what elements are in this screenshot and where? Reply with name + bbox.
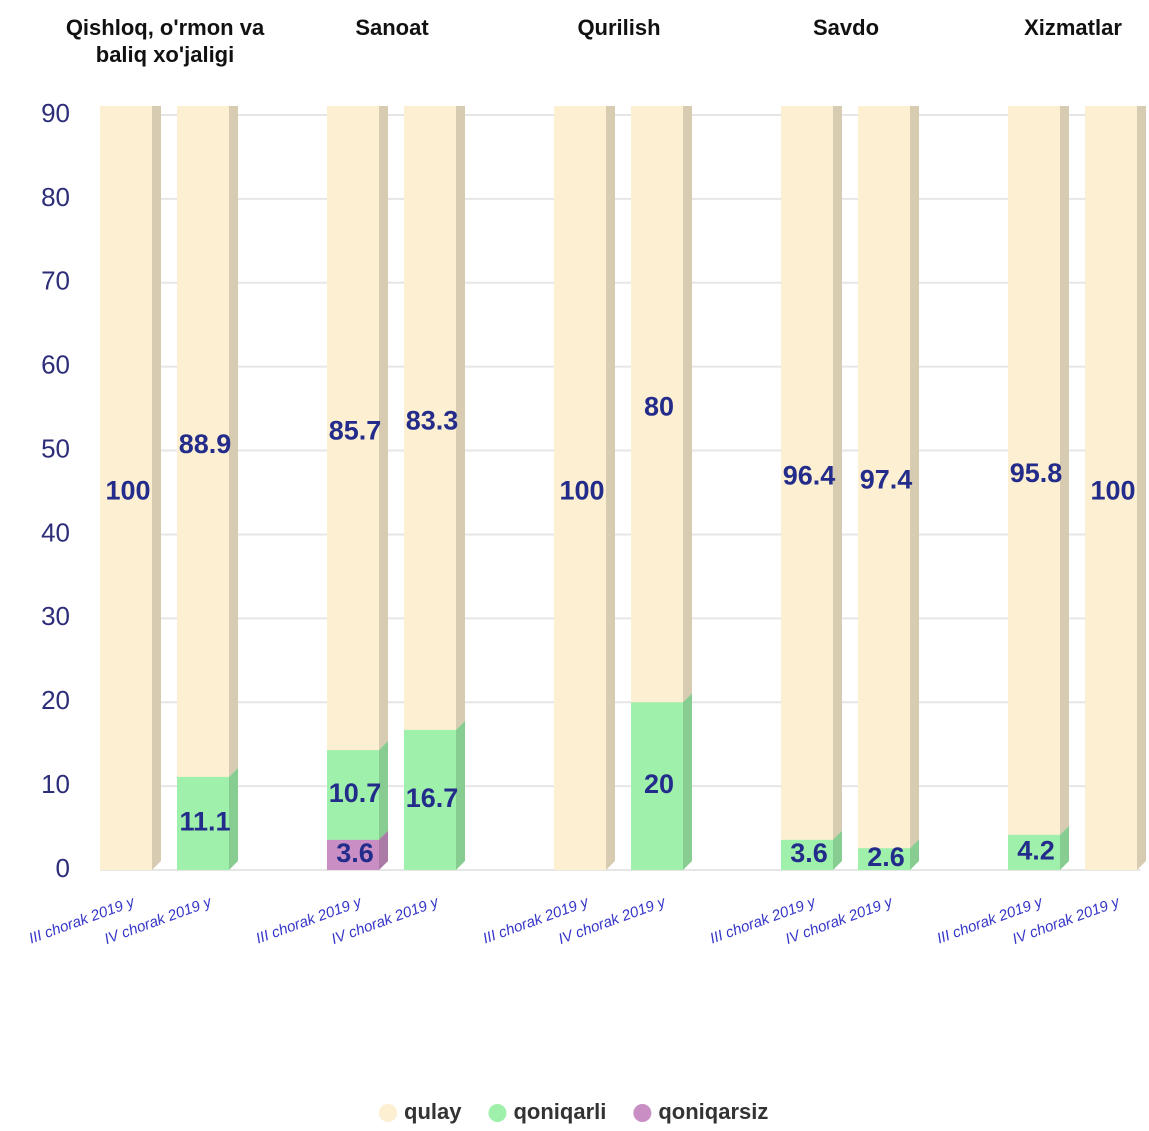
group-title: Xizmatlar	[1024, 15, 1122, 40]
y-tick-label: 30	[41, 601, 70, 631]
value-label: 83.3	[406, 406, 459, 436]
value-label: 96.4	[783, 461, 836, 491]
bar-segment	[177, 106, 238, 777]
bar-side	[1060, 106, 1069, 835]
bar-segment	[1008, 106, 1069, 835]
bar-front	[1008, 106, 1060, 835]
bar-side	[1060, 825, 1069, 870]
bar-side	[379, 830, 388, 870]
group-title: Qishloq, o'rmon va baliq xo'jaligi	[65, 15, 265, 67]
bar-segment	[177, 767, 238, 870]
value-label: 80	[644, 392, 674, 422]
y-tick-label: 0	[56, 853, 70, 883]
value-label: 88.9	[179, 429, 232, 459]
legend-marker	[488, 1104, 507, 1122]
bar-front	[327, 839, 379, 870]
bar-side	[379, 741, 388, 840]
bar-side	[606, 106, 615, 870]
bar-front	[404, 729, 456, 870]
bar-front	[1085, 106, 1137, 871]
y-tick-label: 40	[41, 517, 70, 547]
bar-front	[1008, 834, 1060, 870]
bar-segment	[781, 106, 842, 840]
group-title: Savdo	[812, 15, 880, 40]
value-label: 11.1	[179, 807, 230, 837]
bar-front	[100, 106, 152, 871]
value-label: 97.4	[860, 465, 913, 495]
bar-side	[683, 106, 692, 703]
bar-side	[229, 767, 238, 870]
y-tick-label: 10	[41, 769, 70, 799]
bar-front	[177, 776, 229, 870]
y-tick-label: 70	[41, 266, 70, 296]
bar-segment	[327, 106, 388, 751]
bar-segment	[858, 106, 919, 849]
bar-side	[683, 693, 692, 870]
bar-front	[781, 106, 833, 840]
value-label: 100	[1090, 476, 1135, 506]
bar-front	[858, 848, 910, 870]
value-label: 10.7	[329, 778, 382, 808]
bar-side	[456, 720, 465, 870]
legend-marker	[379, 1104, 397, 1122]
legend-marker	[633, 1104, 652, 1122]
bar-front	[781, 839, 833, 870]
legend-label: qulay	[404, 1099, 462, 1124]
bar-segment	[1085, 106, 1146, 871]
value-label: 100	[105, 476, 150, 506]
y-tick-label: 20	[41, 685, 70, 715]
value-label: 85.7	[329, 416, 382, 446]
bar-side	[910, 106, 919, 849]
bar-segment	[100, 106, 161, 871]
y-tick-label: 90	[41, 98, 70, 128]
value-label: 3.6	[790, 838, 828, 868]
value-label: 2.6	[867, 842, 905, 872]
value-labels: 100 11.1 88.9 3.6 10.7 85.7 16.7 83.3 100 20 80 3.6…	[105, 392, 1135, 872]
value-label: 95.8	[1010, 458, 1063, 488]
group-title: Qurilish	[577, 15, 661, 40]
y-tick-label: 50	[41, 433, 70, 463]
value-label: 20	[644, 769, 674, 799]
bar-side	[229, 106, 238, 777]
y-tick-label: 80	[41, 182, 70, 212]
bar-segment	[554, 106, 615, 871]
value-label: 4.2	[1017, 836, 1055, 866]
bar-segment	[404, 720, 465, 870]
legend-label: qoniqarli	[513, 1099, 606, 1124]
bar-segment	[631, 106, 692, 703]
value-label: 100	[559, 476, 604, 506]
bar-side	[910, 839, 919, 870]
bar-side	[152, 106, 161, 870]
bar-side	[456, 106, 465, 730]
bar-front	[631, 106, 683, 703]
bar-side	[833, 106, 842, 840]
bar-side	[833, 830, 842, 870]
bar-front	[404, 106, 456, 730]
bar-front	[631, 702, 683, 870]
bar-segment	[404, 106, 465, 730]
bar-side	[1137, 106, 1146, 870]
bar-side	[379, 106, 388, 751]
value-label: 16.7	[406, 783, 459, 813]
value-label: 3.6	[336, 838, 374, 868]
group-title: Sanoat	[355, 15, 429, 40]
y-tick-label: 60	[41, 350, 70, 380]
bar-front	[177, 106, 229, 777]
bar-front	[327, 106, 379, 751]
bar-front	[858, 106, 910, 849]
bars	[100, 106, 1146, 871]
bar-front	[327, 750, 379, 840]
bar-front	[554, 106, 606, 871]
legend-label: qoniqarsiz	[658, 1099, 768, 1124]
